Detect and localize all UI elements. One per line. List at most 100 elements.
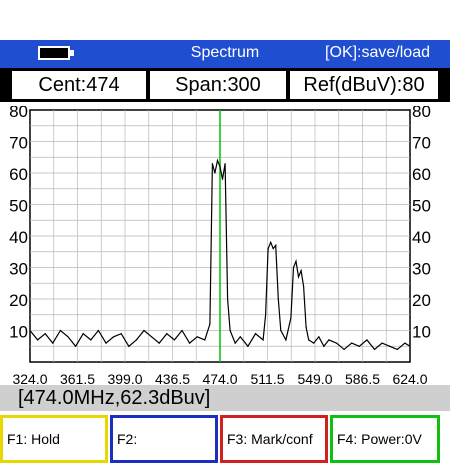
trace-point <box>313 342 315 344</box>
trace-point <box>75 345 77 347</box>
trace-point <box>275 244 277 247</box>
trace-point <box>290 317 292 319</box>
y-tick-label-left: 30 <box>9 260 28 279</box>
y-tick-label-right: 30 <box>412 260 431 279</box>
f2-button[interactable]: F2: <box>110 415 218 463</box>
reference-level-field[interactable]: Ref(dBuV):80 <box>290 71 438 99</box>
trace-point <box>90 339 92 341</box>
trace-point <box>29 329 31 332</box>
trace-point <box>297 276 300 278</box>
trace-point <box>305 326 307 328</box>
y-tick-label-left: 80 <box>9 106 28 121</box>
trace-point <box>67 336 69 338</box>
y-tick-label-left: 60 <box>9 165 28 184</box>
x-tick-label: 324.0 <box>12 371 47 386</box>
trace-point <box>82 333 84 335</box>
trace-point <box>396 348 398 350</box>
trace-point <box>389 345 391 347</box>
span-field[interactable]: Span:300 <box>150 71 286 99</box>
trace-point <box>272 248 274 250</box>
trace-point <box>358 345 360 347</box>
trace-point <box>166 333 168 335</box>
trace-point <box>295 260 297 262</box>
trace-point <box>285 339 287 341</box>
y-tick-label-right: 10 <box>412 323 431 342</box>
f4-power-button[interactable]: F4: Power:0V <box>330 415 440 463</box>
trace-point <box>277 298 279 300</box>
trace-point <box>335 342 338 344</box>
trace-point <box>239 336 241 338</box>
y-tick-label-left: 10 <box>9 323 28 342</box>
trace-point <box>97 329 99 332</box>
top-bar: Spectrum [OK]:save/load <box>0 40 450 68</box>
battery-icon <box>38 46 70 60</box>
y-tick-label-right: 20 <box>412 291 431 310</box>
function-keys: F1: Hold F2: F3: Mark/conf F4: Power:0V <box>0 415 450 465</box>
trace-point <box>280 329 282 332</box>
trace-point <box>209 323 211 325</box>
trace-point <box>143 329 145 332</box>
y-tick-label-right: 40 <box>412 228 431 247</box>
trace-point <box>219 166 221 168</box>
trace-point <box>234 342 236 344</box>
trace-point <box>318 336 320 338</box>
trace-point <box>158 342 160 344</box>
x-tick-label: 549.0 <box>297 371 332 386</box>
trace-point <box>214 172 216 174</box>
trace-point <box>52 342 54 344</box>
trace-point <box>262 339 264 341</box>
trace-point <box>303 285 305 287</box>
trace-point <box>270 241 272 243</box>
trace-point <box>181 329 183 332</box>
trace-point <box>221 178 224 180</box>
x-tick-label: 586.5 <box>345 371 380 386</box>
trace-point <box>300 270 302 272</box>
trace-point <box>204 339 206 341</box>
trace-point <box>323 345 325 347</box>
x-tick-label: 399.0 <box>107 371 142 386</box>
f1-hold-button[interactable]: F1: Hold <box>0 415 108 463</box>
trace-point <box>105 342 107 344</box>
trace-point <box>44 333 46 335</box>
trace-point <box>211 162 213 165</box>
trace-point <box>37 339 39 341</box>
y-tick-label-left: 50 <box>9 197 28 216</box>
trace-point <box>366 339 368 341</box>
trace-point <box>254 333 257 335</box>
trace-point <box>381 342 383 344</box>
trace-point <box>196 336 198 338</box>
trace-point <box>151 336 153 338</box>
trace-point <box>247 345 249 347</box>
y-tick-label-right: 70 <box>412 134 431 153</box>
trace-point <box>113 336 115 338</box>
trace-point <box>59 329 62 332</box>
trace-point <box>409 345 411 347</box>
trace-point <box>265 314 267 316</box>
x-tick-label: 361.5 <box>60 371 95 386</box>
trace-point <box>173 339 175 341</box>
x-tick-label: 624.0 <box>392 371 427 386</box>
trace-point <box>229 329 231 332</box>
x-tick-label: 511.5 <box>251 371 285 386</box>
trace-point <box>351 342 353 344</box>
f3-mark-conf-button[interactable]: F3: Mark/conf <box>220 415 328 463</box>
y-tick-label-left: 20 <box>9 291 28 310</box>
screen-title: Spectrum <box>190 44 260 61</box>
trace-point <box>120 333 122 335</box>
trace-point <box>328 339 330 341</box>
trace-point <box>267 248 269 250</box>
y-tick-label-left: 40 <box>9 228 28 247</box>
y-tick-label-right: 50 <box>412 197 431 216</box>
parameter-bar: Cent:474 Span:300 Ref(dBuV):80 <box>0 68 450 102</box>
trace-point <box>216 159 219 161</box>
battery-tip-icon <box>70 50 74 56</box>
trace-point <box>135 339 137 341</box>
y-tick-label-right: 60 <box>412 165 431 184</box>
y-tick-label-left: 70 <box>9 134 28 153</box>
trace-point <box>343 348 345 350</box>
center-frequency-field[interactable]: Cent:474 <box>12 71 146 99</box>
x-tick-label: 436.5 <box>155 371 190 386</box>
spectrum-plot: 80 80 70 70 60 60 50 50 40 40 30 30 20 20 10 10 324.0 361… <box>0 102 450 387</box>
x-tick-label: 474.0 <box>202 371 237 386</box>
trace-point <box>227 298 229 300</box>
